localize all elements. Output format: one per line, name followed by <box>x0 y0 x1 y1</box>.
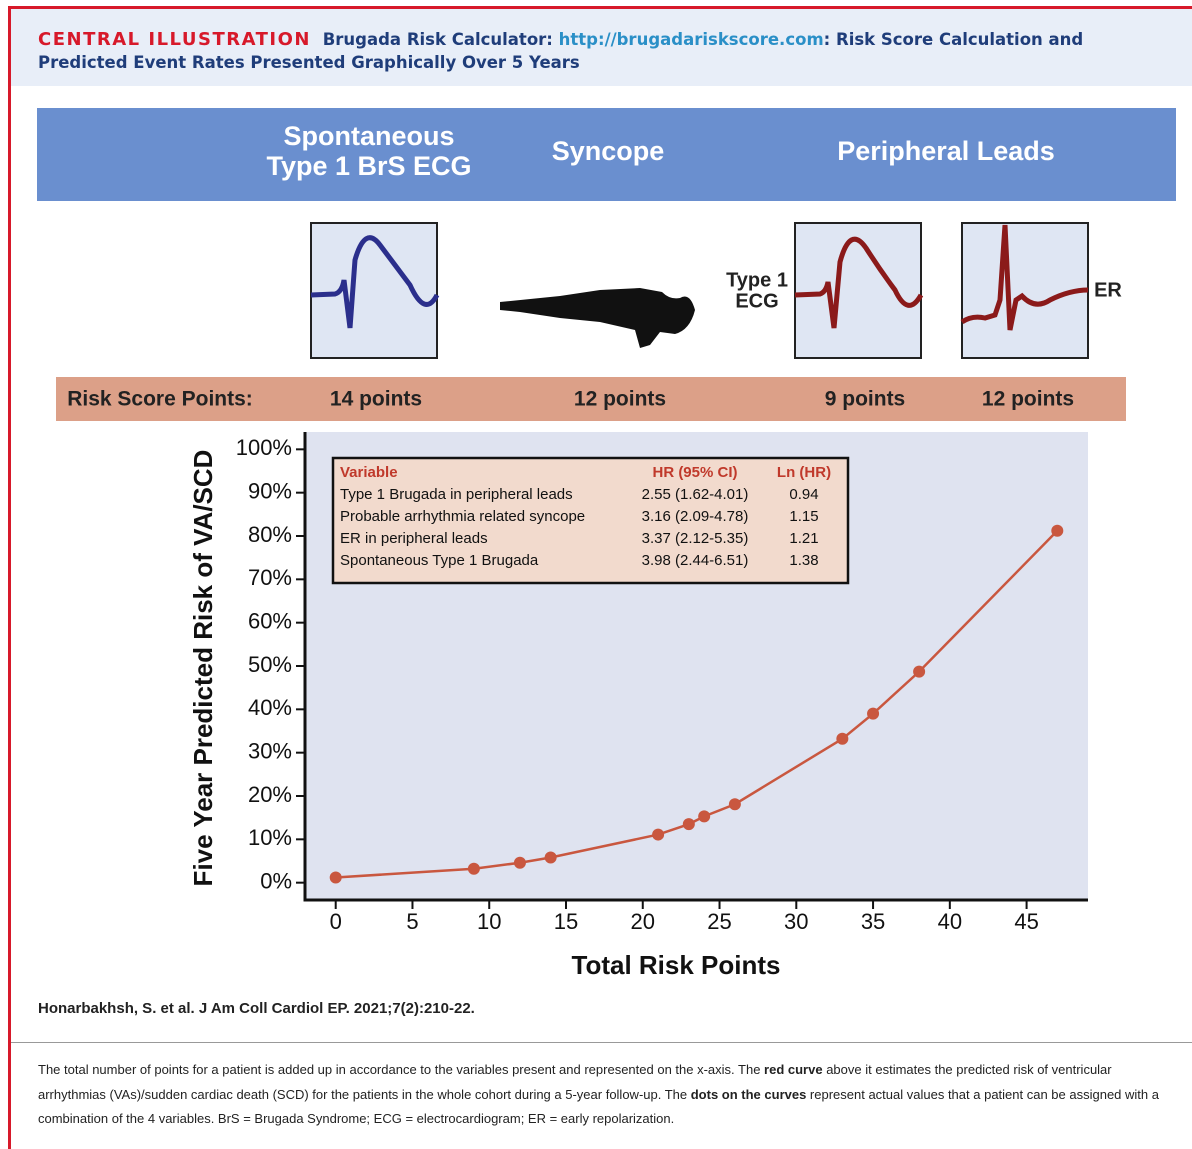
citation: Honarbakhsh, S. et al. J Am Coll Cardiol… <box>38 1000 475 1017</box>
table-cell: 1.21 <box>789 530 818 547</box>
table-cell: Probable arrhythmia related syncope <box>340 508 585 525</box>
ecg-label: ER <box>1094 279 1122 301</box>
table-header: Variable <box>340 464 398 481</box>
table-cell: 3.16 (2.09-4.78) <box>642 508 749 525</box>
ecg-label: Type 1 <box>726 269 788 291</box>
caption-bold: dots on the curves <box>691 1087 807 1102</box>
y-tick-label: 80% <box>248 522 292 547</box>
ecg-box <box>311 223 437 358</box>
table-header: HR (95% CI) <box>652 464 737 481</box>
y-axis-title: Five Year Predicted Risk of VA/SCD <box>188 450 218 887</box>
syncope-icon <box>500 288 695 348</box>
points-item: 9 points <box>825 388 906 411</box>
caption-bold: red curve <box>764 1062 823 1077</box>
table-cell: Spontaneous Type 1 Brugada <box>340 552 539 569</box>
points-item: 12 points <box>982 388 1074 411</box>
y-tick-label: 20% <box>248 782 292 807</box>
point <box>330 871 342 883</box>
ecg-label: ECG <box>735 290 778 312</box>
point <box>729 798 741 810</box>
x-tick-label: 20 <box>631 909 655 934</box>
banner-text: Peripheral Leads <box>837 136 1055 166</box>
point <box>1051 525 1063 537</box>
point <box>836 733 848 745</box>
x-tick-label: 25 <box>707 909 731 934</box>
x-tick-label: 35 <box>861 909 885 934</box>
table-cell: 3.37 (2.12-5.35) <box>642 530 749 547</box>
points-label: Risk Score Points: <box>67 388 253 411</box>
y-tick-label: 0% <box>260 868 292 893</box>
y-tick-label: 40% <box>248 695 292 720</box>
point <box>468 863 480 875</box>
y-tick-label: 60% <box>248 608 292 633</box>
table-header: Ln (HR) <box>777 464 831 481</box>
points-item: 14 points <box>330 388 422 411</box>
illustration: Spontaneous Type 1 BrS ECG Syncope Perip… <box>0 0 1192 1149</box>
point <box>683 818 695 830</box>
divider <box>11 1042 1192 1043</box>
point <box>913 666 925 678</box>
x-tick-label: 30 <box>784 909 808 934</box>
table-cell: ER in peripheral leads <box>340 530 488 547</box>
x-tick-label: 45 <box>1014 909 1038 934</box>
table-cell: 2.55 (1.62-4.01) <box>642 486 749 503</box>
y-tick-label: 50% <box>248 652 292 677</box>
x-tick-label: 40 <box>938 909 962 934</box>
point <box>652 829 664 841</box>
table-cell: 1.15 <box>789 508 818 525</box>
banner-text: Syncope <box>552 136 665 166</box>
page: CENTRAL ILLUSTRATION Brugada Risk Calcul… <box>0 0 1192 1149</box>
y-tick-label: 100% <box>236 435 292 460</box>
banner-text: Spontaneous <box>283 121 454 151</box>
x-axis-title: Total Risk Points <box>572 950 781 980</box>
point <box>698 810 710 822</box>
table-cell: 3.98 (2.44-6.51) <box>642 552 749 569</box>
y-tick-label: 90% <box>248 478 292 503</box>
table-cell: 0.94 <box>789 486 818 503</box>
caption: The total number of points for a patient… <box>38 1058 1178 1132</box>
table-cell: Type 1 Brugada in peripheral leads <box>340 486 573 503</box>
ecg-box <box>795 223 921 358</box>
x-tick-label: 0 <box>330 909 342 934</box>
y-tick-label: 10% <box>248 825 292 850</box>
banner-text: Type 1 BrS ECG <box>266 151 471 181</box>
y-tick-label: 30% <box>248 738 292 763</box>
table-cell: 1.38 <box>789 552 818 569</box>
caption-text: The total number of points for a patient… <box>38 1062 764 1077</box>
x-tick-label: 15 <box>554 909 578 934</box>
point <box>867 708 879 720</box>
x-tick-label: 5 <box>406 909 418 934</box>
y-tick-label: 70% <box>248 565 292 590</box>
point <box>514 857 526 869</box>
x-tick-label: 10 <box>477 909 501 934</box>
point <box>545 852 557 864</box>
points-item: 12 points <box>574 388 666 411</box>
